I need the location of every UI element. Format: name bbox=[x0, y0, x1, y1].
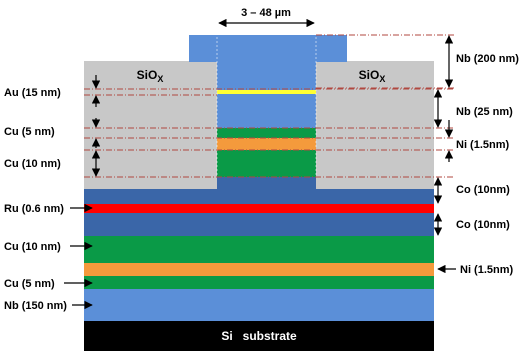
label-ni-bottom: Ni (1.5nm) bbox=[460, 264, 514, 276]
nb-25-layer bbox=[217, 94, 316, 128]
ni-bottom-layer bbox=[84, 263, 434, 276]
label-co-top: Co (10nm) bbox=[456, 184, 510, 196]
label-cu-5-top: Cu (5 nm) bbox=[4, 126, 55, 138]
label-nb-150: Nb (150 nm) bbox=[4, 300, 67, 312]
cu-10-top-layer bbox=[217, 150, 316, 177]
label-nb-200: Nb (200 nm) bbox=[456, 53, 519, 65]
label-cu-10-bottom: Cu (10 nm) bbox=[4, 241, 61, 253]
label-co-bottom: Co (10nm) bbox=[456, 219, 510, 231]
width-label: 3 – 48 µm bbox=[241, 7, 291, 19]
si-substrate-layer bbox=[84, 321, 434, 351]
nb-pillar-core bbox=[217, 61, 316, 92]
ni-top-layer bbox=[217, 138, 316, 150]
siox-right-label: SiOX bbox=[359, 68, 386, 84]
siox-left-block bbox=[84, 61, 217, 189]
label-cu-10-top: Cu (10 nm) bbox=[4, 158, 61, 170]
cu-5-top-layer bbox=[217, 128, 316, 138]
label-ni-top: Ni (1.5nm) bbox=[456, 139, 510, 151]
nb-pillar bbox=[189, 35, 347, 62]
nb-150-layer bbox=[84, 289, 434, 321]
label-ru: Ru (0.6 nm) bbox=[4, 203, 64, 215]
label-nb-25: Nb (25 nm) bbox=[456, 106, 513, 118]
label-au-15: Au (15 nm) bbox=[4, 87, 61, 99]
siox-right-block bbox=[316, 61, 434, 189]
cu-10-bottom-layer bbox=[84, 236, 434, 263]
cu-5-bottom-layer bbox=[84, 276, 434, 289]
siox-left-label: SiOX bbox=[137, 68, 164, 84]
ru-layer bbox=[84, 204, 434, 213]
au-layer bbox=[217, 90, 316, 94]
label-cu-5-bottom: Cu (5 nm) bbox=[4, 278, 55, 290]
co-bottom-layer bbox=[84, 213, 434, 236]
si-substrate-label: Si substrate bbox=[221, 329, 297, 343]
